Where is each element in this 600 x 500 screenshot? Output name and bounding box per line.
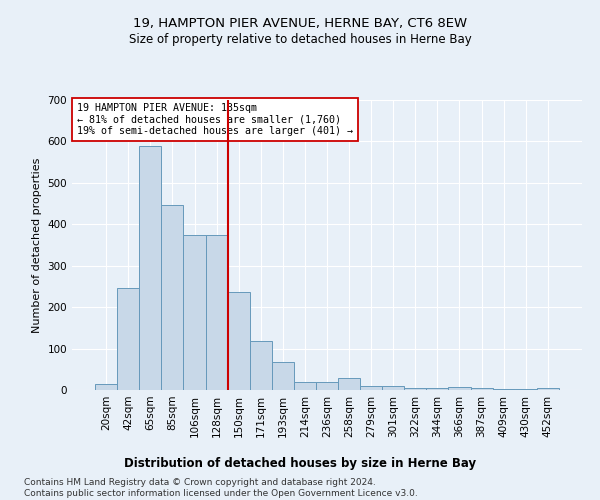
Bar — [250, 341, 272, 390]
Text: 19, HAMPTON PIER AVENUE, HERNE BAY, CT6 8EW: 19, HAMPTON PIER AVENUE, HERNE BAY, CT6 … — [133, 18, 467, 30]
Bar — [382, 386, 404, 390]
Bar — [493, 389, 515, 390]
Bar — [184, 234, 206, 390]
Bar — [206, 234, 227, 390]
Bar — [117, 288, 139, 390]
Bar — [537, 388, 559, 390]
Bar — [227, 292, 250, 390]
Text: Size of property relative to detached houses in Herne Bay: Size of property relative to detached ho… — [128, 32, 472, 46]
Bar — [272, 362, 294, 390]
Bar — [316, 382, 338, 390]
Bar — [404, 388, 427, 390]
Bar — [294, 382, 316, 390]
Text: 19 HAMPTON PIER AVENUE: 135sqm
← 81% of detached houses are smaller (1,760)
19% : 19 HAMPTON PIER AVENUE: 135sqm ← 81% of … — [77, 103, 353, 136]
Y-axis label: Number of detached properties: Number of detached properties — [32, 158, 42, 332]
Bar — [427, 388, 448, 390]
Text: Distribution of detached houses by size in Herne Bay: Distribution of detached houses by size … — [124, 458, 476, 470]
Bar — [515, 389, 537, 390]
Bar — [161, 205, 184, 390]
Bar — [360, 386, 382, 390]
Text: Contains HM Land Registry data © Crown copyright and database right 2024.
Contai: Contains HM Land Registry data © Crown c… — [24, 478, 418, 498]
Bar — [448, 386, 470, 390]
Bar — [139, 146, 161, 390]
Bar — [470, 388, 493, 390]
Bar — [338, 378, 360, 390]
Bar — [95, 384, 117, 390]
